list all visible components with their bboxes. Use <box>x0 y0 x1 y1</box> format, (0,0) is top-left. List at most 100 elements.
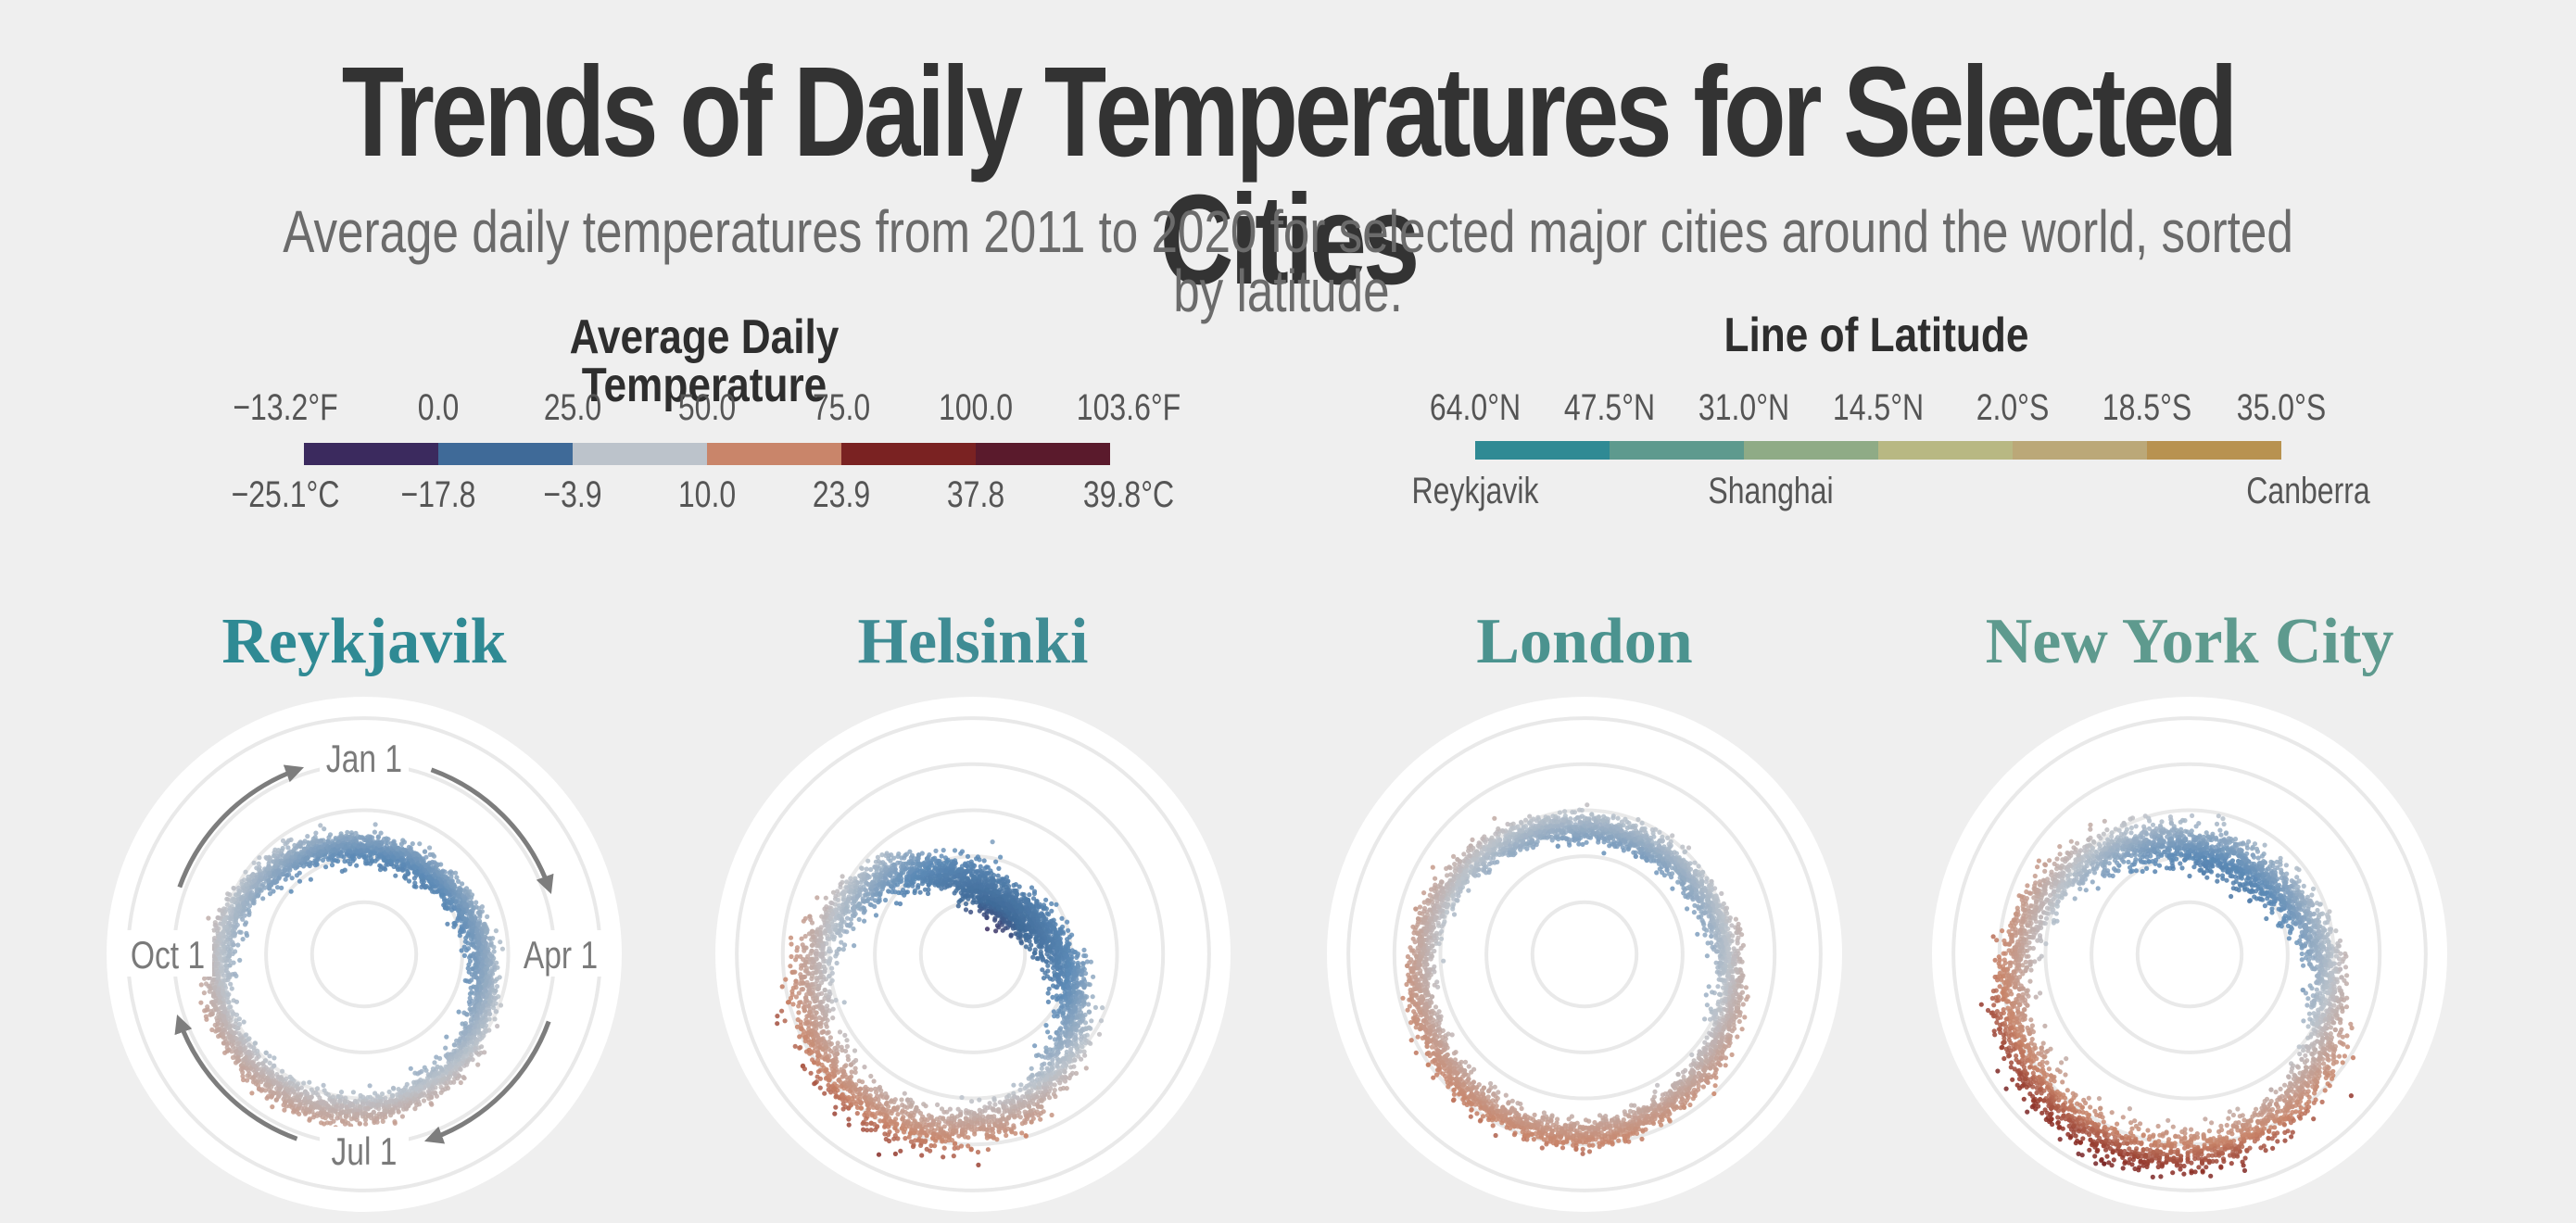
temperature-point <box>283 876 288 882</box>
temperature-point <box>479 904 485 910</box>
temperature-point <box>257 864 262 870</box>
temperature-point <box>212 1004 218 1010</box>
temperature-point <box>230 1011 235 1016</box>
temperature-point <box>341 854 347 860</box>
temperature-point <box>254 1055 259 1062</box>
temperature-point <box>348 1116 354 1122</box>
temperature-point <box>451 921 457 927</box>
temperature-point <box>282 1107 287 1113</box>
temperature-point <box>383 1100 389 1105</box>
temperature-point <box>779 984 785 990</box>
temperature-point <box>471 951 476 957</box>
temperature-point <box>229 986 234 991</box>
temperature-point <box>470 939 475 945</box>
temperature-point <box>342 1099 347 1104</box>
temperature-point <box>365 1094 371 1101</box>
temperature-point <box>349 832 355 838</box>
temperature-point <box>213 943 219 949</box>
temperature-point <box>396 1109 401 1115</box>
temperature-point <box>1081 952 1087 959</box>
latitude-legend-city: Shanghai <box>1708 471 1834 511</box>
temperature-point <box>1050 994 1055 1000</box>
temperature-point <box>1045 990 1051 996</box>
month-label-background <box>320 734 409 780</box>
latitude-legend-tick: 64.0°N <box>1429 387 1522 428</box>
temperature-point <box>462 1031 468 1037</box>
temperature-legend-title: Average Daily Temperature <box>569 310 840 412</box>
temperature-point <box>270 1073 275 1078</box>
latitude-legend-city: Canberra <box>2246 471 2370 511</box>
temperature-point <box>373 840 378 846</box>
temperature-point <box>361 837 367 843</box>
page-title: Trends of Daily Temperatures for Selecte… <box>341 41 2239 311</box>
temperature-point <box>301 846 307 851</box>
temperature-point <box>316 856 322 862</box>
temperature-point <box>419 884 424 889</box>
polar-background <box>107 697 622 1212</box>
temperature-point <box>436 862 441 867</box>
temperature-point <box>993 859 999 864</box>
temperature-legend-fahrenheit-tick: 25.0 <box>543 387 602 428</box>
temperature-point <box>425 1082 431 1088</box>
temperature-point <box>467 991 473 997</box>
temperature-point <box>419 1091 424 1097</box>
temperature-point <box>317 1095 322 1101</box>
temperature-point <box>476 941 482 947</box>
temperature-point <box>227 908 233 914</box>
temperature-point <box>1052 1088 1057 1093</box>
temperature-point <box>251 1045 257 1051</box>
temperature-point <box>391 864 397 869</box>
temperature-point <box>223 967 229 973</box>
temperature-point <box>453 1053 459 1059</box>
temperature-point <box>213 956 219 962</box>
temperature-legend-fahrenheit-tick: −13.2°F <box>233 387 338 428</box>
temperature-point <box>377 867 384 873</box>
temperature-point <box>372 829 377 835</box>
temperature-point <box>467 995 473 1001</box>
temperature-point <box>470 925 475 930</box>
temperature-point <box>255 1066 260 1072</box>
temperature-point <box>488 994 494 1000</box>
temperature-point <box>458 927 463 933</box>
temperature-point <box>493 995 499 1002</box>
temperature-point <box>412 864 419 870</box>
temperature-point <box>206 915 211 921</box>
temperature-point <box>283 1092 288 1098</box>
temperature-point <box>817 1085 823 1091</box>
temperature-point <box>474 927 480 933</box>
temperature-point <box>842 1032 848 1038</box>
temperature-point <box>342 867 347 873</box>
temperature-point <box>461 1075 466 1080</box>
temperature-point <box>213 966 219 972</box>
temperature-point <box>271 853 277 859</box>
temperature-point <box>308 876 313 882</box>
temperature-point <box>237 1046 243 1052</box>
temperature-point <box>365 1106 371 1112</box>
temperature-point <box>229 915 234 922</box>
temperature-point <box>241 1019 246 1025</box>
temperature-point <box>222 1009 228 1015</box>
temperature-point <box>224 896 230 901</box>
temperature-point <box>393 1097 398 1103</box>
temperature-point <box>443 889 448 894</box>
temperature-point <box>323 864 329 870</box>
temperature-point <box>463 916 469 922</box>
temperature-point <box>783 977 789 982</box>
temperature-point <box>1057 1086 1064 1091</box>
temperature-point <box>208 1012 214 1017</box>
temperature-point <box>280 1068 285 1074</box>
temperature-point <box>227 1024 233 1029</box>
temperature-point <box>372 1119 377 1126</box>
temperature-point <box>427 845 433 851</box>
temperature-point <box>242 1056 247 1062</box>
temperature-point <box>408 1065 413 1071</box>
temperature-point <box>220 908 225 914</box>
temperature-point <box>319 844 324 850</box>
temperature-point <box>440 892 446 898</box>
temperature-point <box>353 830 359 836</box>
temperature-point <box>456 903 461 909</box>
temperature-point <box>360 843 365 849</box>
temperature-point <box>1013 1130 1018 1136</box>
direction-arrow-jan-apr <box>430 767 554 895</box>
temperature-point <box>250 872 256 877</box>
